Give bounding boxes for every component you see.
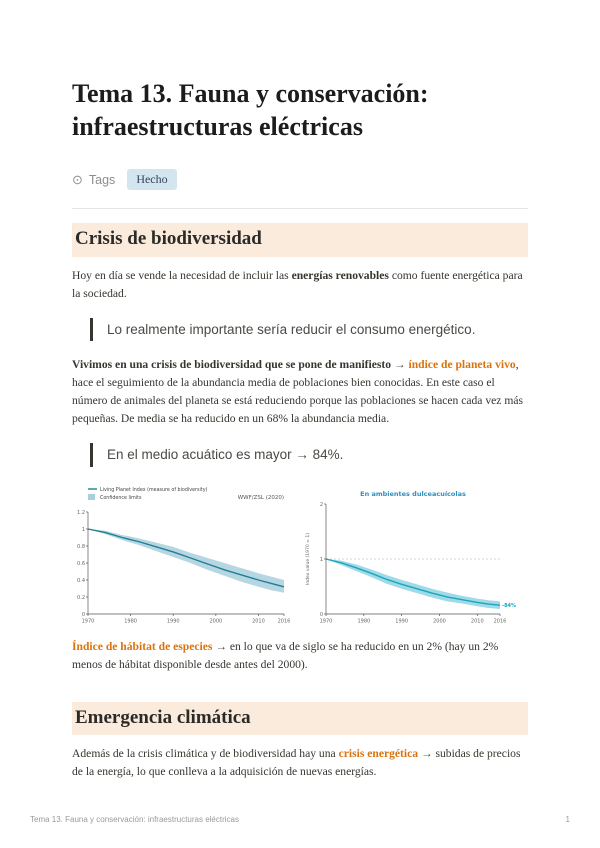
quote-block: En el medio acuático es mayor → 84%. — [90, 443, 528, 467]
text-segment: , hace el seguimiento de la abundancia m… — [72, 358, 524, 426]
inline-link[interactable]: crisis energética — [338, 747, 419, 761]
svg-text:-84%: -84% — [502, 603, 516, 609]
tags-label: Tags — [88, 172, 116, 187]
paragraph-crisis-biodiversidad: Vivimos en una crisis de biodiversidad q… — [72, 356, 528, 428]
section-heading-emergencia: Emergencia climática — [72, 701, 528, 736]
svg-text:2000: 2000 — [433, 618, 446, 624]
svg-text:1980: 1980 — [124, 618, 137, 624]
svg-text:2010: 2010 — [471, 618, 484, 624]
svg-text:2010: 2010 — [252, 618, 265, 624]
text-segment: → subidas de precios de la energía, lo q… — [72, 747, 521, 779]
tag-icon: ⊙ — [72, 172, 83, 187]
svg-text:0.2: 0.2 — [77, 594, 85, 600]
text-segment: Hoy en día se vende la necesidad de incl… — [72, 268, 292, 282]
svg-text:2016: 2016 — [494, 618, 507, 624]
svg-text:1: 1 — [82, 526, 85, 532]
text-segment: como fuente energética para la sociedad. — [72, 268, 523, 300]
page-footer: Tema 13. Fauna y conservación: infraestr… — [30, 815, 570, 824]
divider — [72, 208, 528, 209]
properties-row: ⊙ Tags Hecho — [72, 169, 528, 190]
svg-text:1990: 1990 — [167, 618, 180, 624]
svg-text:Index value (1970 = 1): Index value (1970 = 1) — [305, 532, 311, 584]
svg-text:1990: 1990 — [395, 618, 408, 624]
svg-text:En ambientes dulceacuícolas: En ambientes dulceacuícolas — [360, 490, 466, 498]
svg-text:1970: 1970 — [82, 618, 95, 624]
charts-row: 0 0.2 0.4 0.6 0.8 1 1.2 1970 1980 1990 2000 2010 201… — [72, 482, 528, 628]
svg-text:Living Planet Index (measure o: Living Planet Index (measure of biodiver… — [100, 487, 208, 493]
svg-text:0: 0 — [320, 611, 323, 617]
tag-badge: Hecho — [127, 169, 177, 190]
page-number: 1 — [565, 815, 570, 824]
svg-text:WWF/ZSL (2020): WWF/ZSL (2020) — [238, 495, 284, 501]
document-page: Tema 13. Fauna y conservación: infraestr… — [72, 79, 528, 781]
paragraph-energetica: Además de la crisis climática y de biodi… — [72, 745, 528, 781]
svg-text:1.2: 1.2 — [77, 509, 85, 515]
text-segment: Además de la crisis climática y de biodi… — [72, 747, 339, 761]
svg-text:1970: 1970 — [320, 618, 333, 624]
svg-text:Confidence limits: Confidence limits — [100, 495, 142, 501]
paragraph-renovables: Hoy en día se vende la necesidad de incl… — [72, 267, 528, 303]
quote-block: Lo realmente importante sería reducir el… — [90, 317, 528, 342]
quote-text: En el medio acuático es mayor → 84%. — [107, 447, 344, 463]
text-segment: Vivimos en una crisis de biodiversidad q… — [72, 358, 409, 372]
page-title: Tema 13. Fauna y conservación: infraestr… — [72, 79, 429, 141]
svg-text:1: 1 — [320, 556, 323, 562]
freshwater-index-chart: 0 1 2 1970 1980 1990 2000 2010 2016 En ambientes … — [305, 490, 516, 625]
living-planet-index-chart: 0 0.2 0.4 0.6 0.8 1 1.2 1970 1980 1990 2000 2010 201… — [77, 487, 291, 625]
quote-text: Lo realmente importante sería reducir el… — [107, 321, 476, 337]
tags-property: ⊙ Tags — [72, 173, 115, 187]
paragraph-habitat: Índice de hábitat de especies → en lo qu… — [72, 638, 528, 674]
footer-title: Tema 13. Fauna y conservación: infraestr… — [30, 815, 239, 824]
text-segment: → en lo que va de siglo se ha reducido e… — [72, 639, 499, 671]
svg-text:0.6: 0.6 — [77, 560, 85, 566]
svg-text:0.8: 0.8 — [77, 543, 85, 549]
svg-text:2: 2 — [320, 501, 323, 507]
svg-text:0.4: 0.4 — [77, 577, 85, 583]
text-segment: energías renovables — [291, 268, 389, 282]
section-heading-crisis: Crisis de biodiversidad — [72, 223, 528, 257]
svg-text:1980: 1980 — [357, 618, 370, 624]
inline-link[interactable]: índice de planeta vivo — [408, 358, 516, 372]
inline-link[interactable]: Índice de hábitat de especies — [72, 639, 213, 653]
svg-text:0: 0 — [82, 611, 85, 617]
svg-text:2000: 2000 — [209, 618, 222, 624]
svg-text:2016: 2016 — [278, 618, 291, 624]
